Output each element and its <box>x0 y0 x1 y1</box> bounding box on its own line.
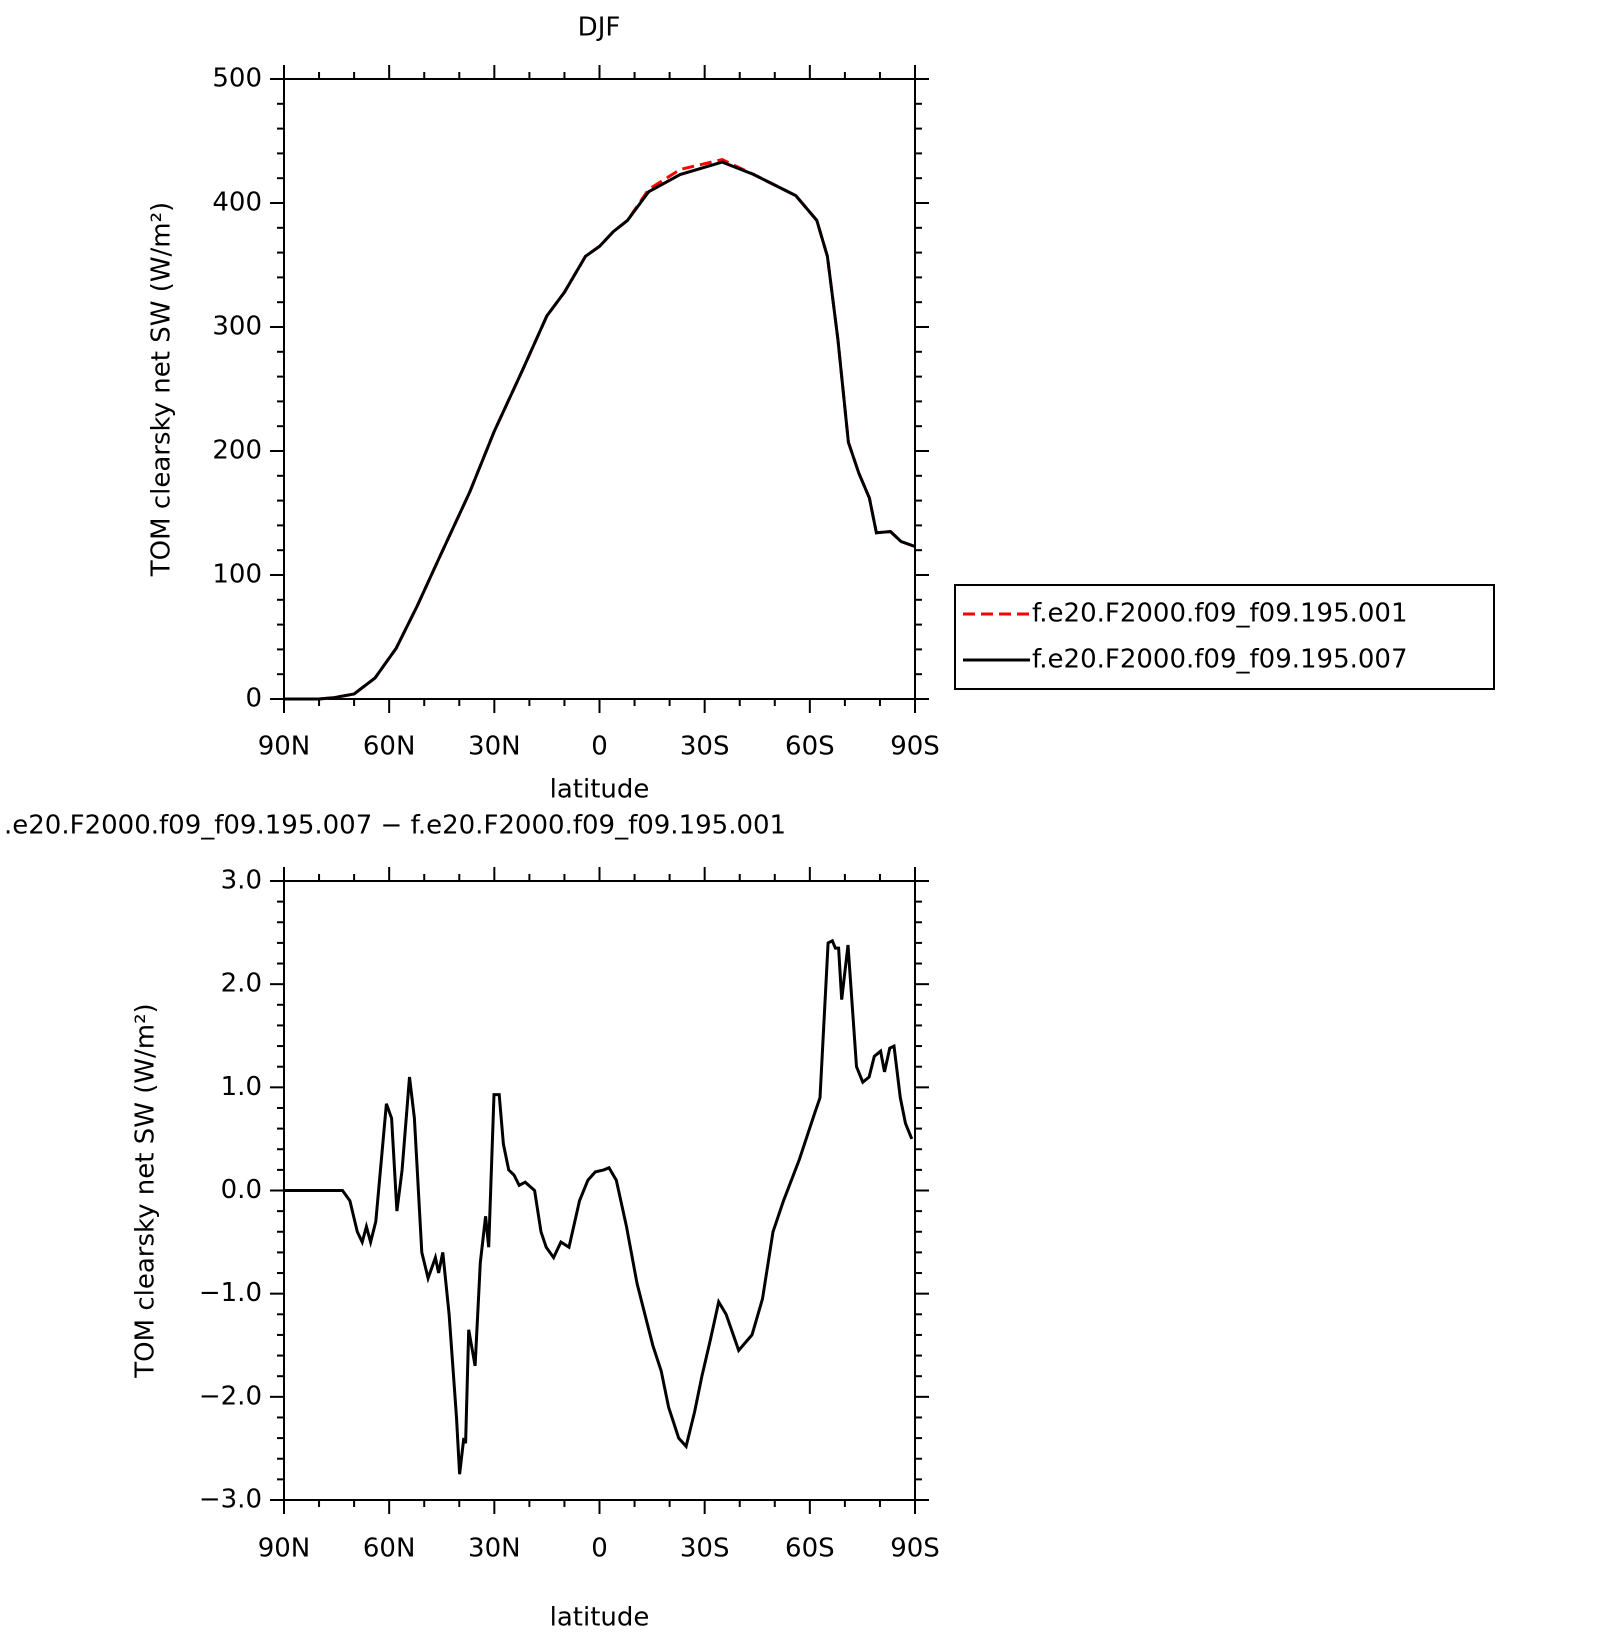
data-line <box>284 158 916 701</box>
y-tick-label: 1.0 <box>221 1072 262 1102</box>
y-tick-label: −1.0 <box>199 1278 262 1308</box>
x-tick-label: 90S <box>890 732 940 762</box>
x-tick-label: 30S <box>680 1534 730 1564</box>
x-axis-label: latitude <box>550 775 650 805</box>
y-tick-label: 100 <box>212 560 262 590</box>
chart-title: .e20.F2000.f09_f09.195.007 − f.e20.F2000… <box>4 811 786 841</box>
x-tick-label: 60S <box>785 732 835 762</box>
y-tick-label: 0.0 <box>221 1175 262 1205</box>
x-tick-label: 30N <box>468 732 521 762</box>
x-tick-label: 60N <box>363 1534 416 1564</box>
x-tick-label: 0 <box>591 1534 608 1564</box>
y-tick-label: 2.0 <box>221 969 262 999</box>
y-tick-label: 0 <box>245 684 262 714</box>
legend-label: f.e20.F2000.f09_f09.195.007 <box>1032 645 1408 675</box>
y-tick-label: 300 <box>212 312 262 342</box>
y-axis-label: TOM clearsky net SW (W/m²) <box>131 1003 161 1378</box>
y-tick-label: 200 <box>212 436 262 466</box>
x-tick-label: 30N <box>468 1534 521 1564</box>
x-tick-label: 60N <box>363 732 416 762</box>
data-line <box>284 938 914 1475</box>
y-axis-label: TOM clearsky net SW (W/m²) <box>147 202 177 577</box>
legend-box <box>954 584 1495 690</box>
y-tick-label: −3.0 <box>199 1485 262 1515</box>
y-tick-label: −2.0 <box>199 1381 262 1411</box>
chart-title: DJF <box>578 13 621 43</box>
y-tick-label: 400 <box>212 188 262 218</box>
y-tick-label: 500 <box>212 64 262 94</box>
x-tick-label: 0 <box>591 732 608 762</box>
x-tick-label: 90N <box>258 732 311 762</box>
y-tick-label: 3.0 <box>221 866 262 896</box>
legend-label: f.e20.F2000.f09_f09.195.001 <box>1032 599 1408 629</box>
x-axis-label: latitude <box>550 1603 650 1633</box>
x-tick-label: 90S <box>890 1534 940 1564</box>
x-tick-label: 60S <box>785 1534 835 1564</box>
x-tick-label: 30S <box>680 732 730 762</box>
x-tick-label: 90N <box>258 1534 311 1564</box>
data-line <box>284 160 916 701</box>
plot-frame <box>283 78 916 700</box>
